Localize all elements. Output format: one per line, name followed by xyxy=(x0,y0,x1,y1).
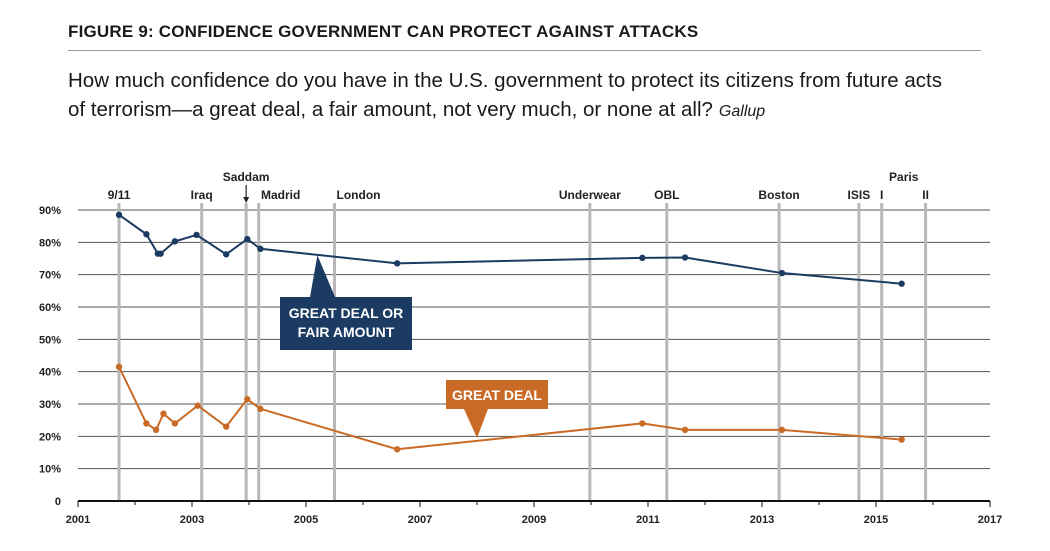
y-tick-label: 40% xyxy=(39,367,61,379)
x-tick-label: 2005 xyxy=(294,514,318,526)
grid-lines xyxy=(78,209,990,470)
data-point xyxy=(257,405,264,413)
survey-question: How much confidence do you have in the U… xyxy=(68,66,948,126)
event-label: Underwear xyxy=(559,188,621,202)
data-point xyxy=(160,410,167,417)
event-lines: 9/11 Iraq Saddam Madrid London Underwear OBL Bo… xyxy=(108,170,929,501)
data-point xyxy=(115,363,123,371)
data-series xyxy=(115,211,905,453)
event-label: 9/11 xyxy=(108,188,131,202)
callout-text: GREAT DEAL xyxy=(452,387,542,403)
event-label: I xyxy=(880,188,883,202)
callout-pointer xyxy=(464,409,488,438)
x-tick-label: 2013 xyxy=(750,514,774,526)
event-label: OBL xyxy=(654,188,679,202)
data-point xyxy=(171,238,179,245)
data-point xyxy=(639,420,646,427)
data-point xyxy=(115,211,123,219)
data-point xyxy=(394,260,401,267)
data-point xyxy=(639,254,646,262)
data-point xyxy=(223,251,230,258)
data-point xyxy=(778,426,786,434)
event-label: Paris xyxy=(889,170,919,184)
y-tick-label: 80% xyxy=(39,237,61,249)
data-point xyxy=(194,402,201,409)
x-tick-label: 2011 xyxy=(636,514,660,526)
y-tick-label: 60% xyxy=(39,302,61,314)
y-tick-label: 70% xyxy=(39,270,61,282)
data-point xyxy=(681,426,689,434)
y-tick-label: 0 xyxy=(55,496,61,508)
data-point xyxy=(244,395,251,403)
axes: 0 10% 20% 30% 40% 50% 60% 70% 80% 90% 2001 2003 2005… xyxy=(39,205,1002,526)
data-point xyxy=(157,250,164,257)
x-tick-label: 2007 xyxy=(408,514,432,526)
event-label: II xyxy=(922,188,929,202)
data-point xyxy=(193,231,200,239)
callout-pointer xyxy=(310,255,335,297)
data-point xyxy=(171,420,179,427)
data-point xyxy=(898,280,905,287)
y-tick-label: 50% xyxy=(39,334,61,346)
data-point xyxy=(898,436,905,443)
callout-great-deal-or-fair-amount xyxy=(280,297,412,350)
data-point xyxy=(394,446,401,453)
event-label: Madrid xyxy=(261,188,300,202)
callout-text: GREAT DEAL OR xyxy=(289,305,404,321)
y-tick-label: 10% xyxy=(39,464,61,476)
figure-title: FIGURE 9: CONFIDENCE GOVERNMENT CAN PROT… xyxy=(68,22,699,41)
x-tick-label: 2017 xyxy=(978,514,1002,526)
x-tick-label: 2009 xyxy=(522,514,546,526)
event-arrowhead xyxy=(243,197,250,203)
callout-text: FAIR AMOUNT xyxy=(298,324,395,340)
event-label: ISIS xyxy=(848,188,871,202)
callout-great-deal xyxy=(446,380,548,409)
data-point xyxy=(143,420,150,427)
x-tick-label: 2015 xyxy=(864,514,888,526)
data-point xyxy=(244,235,251,243)
title-divider xyxy=(68,50,981,51)
y-tick-label: 90% xyxy=(39,205,61,217)
event-label: Iraq xyxy=(191,188,213,202)
event-label: London xyxy=(337,188,381,202)
event-label: Saddam xyxy=(223,170,270,184)
data-point xyxy=(223,423,230,430)
series-callouts: GREAT DEAL OR FAIR AMOUNT GREAT DEAL xyxy=(280,255,548,438)
y-tick-label: 20% xyxy=(39,431,61,443)
x-tick-label: 2001 xyxy=(66,514,90,526)
data-point xyxy=(778,269,786,277)
data-point xyxy=(143,231,150,238)
source-label: Gallup xyxy=(718,103,766,120)
event-label: Boston xyxy=(758,188,799,202)
x-tick-label: 2003 xyxy=(180,514,204,526)
data-point xyxy=(681,254,689,261)
y-tick-label: 30% xyxy=(39,399,61,411)
data-point xyxy=(257,245,264,252)
data-point xyxy=(152,426,160,434)
question-text: How much confidence do you have in the U… xyxy=(68,69,942,121)
